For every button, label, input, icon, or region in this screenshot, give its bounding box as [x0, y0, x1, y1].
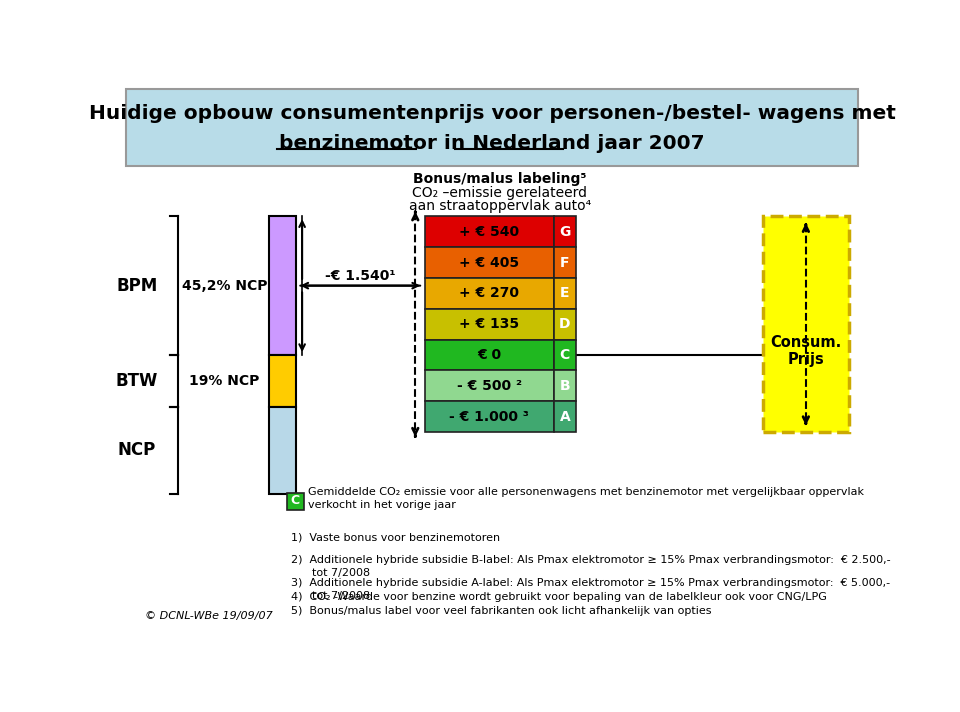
Text: benzinemotor in Nederland jaar 2007: benzinemotor in Nederland jaar 2007 — [279, 134, 705, 152]
Text: BTW: BTW — [116, 372, 158, 389]
FancyBboxPatch shape — [424, 278, 554, 309]
FancyBboxPatch shape — [424, 340, 554, 370]
Text: E: E — [560, 286, 569, 300]
FancyBboxPatch shape — [554, 370, 576, 401]
FancyBboxPatch shape — [287, 493, 303, 510]
Text: -€ 1.540¹: -€ 1.540¹ — [325, 269, 396, 283]
Text: + € 540: + € 540 — [459, 225, 519, 239]
Text: - € 1.000 ³: - € 1.000 ³ — [449, 409, 529, 424]
FancyBboxPatch shape — [424, 370, 554, 401]
Text: C: C — [560, 348, 570, 362]
Text: 1)  Vaste bonus voor benzinemotoren: 1) Vaste bonus voor benzinemotoren — [291, 532, 500, 542]
Text: 3)  Additionele hybride subsidie A-label: Als Pmax elektromotor ≥ 15% Pmax verbr: 3) Additionele hybride subsidie A-label:… — [291, 578, 891, 602]
Text: € 0: € 0 — [477, 348, 501, 362]
Text: 2)  Additionele hybride subsidie B-label: Als Pmax elektromotor ≥ 15% Pmax verbr: 2) Additionele hybride subsidie B-label:… — [291, 555, 891, 578]
Text: C: C — [291, 494, 300, 507]
Text: + € 270: + € 270 — [459, 286, 519, 300]
Text: D: D — [559, 317, 570, 331]
Text: © DCNL-WBe 19/09/07: © DCNL-WBe 19/09/07 — [145, 612, 273, 622]
FancyBboxPatch shape — [424, 401, 554, 432]
Text: 5)  Bonus/malus label voor veel fabrikanten ook licht afhankelijk van opties: 5) Bonus/malus label voor veel fabrikant… — [291, 606, 711, 616]
FancyBboxPatch shape — [126, 89, 858, 167]
Text: - € 500 ²: - € 500 ² — [457, 379, 522, 393]
FancyBboxPatch shape — [269, 216, 296, 355]
Text: NCP: NCP — [118, 441, 156, 459]
FancyBboxPatch shape — [424, 247, 554, 278]
FancyBboxPatch shape — [269, 355, 296, 407]
FancyBboxPatch shape — [554, 340, 576, 370]
FancyBboxPatch shape — [554, 278, 576, 309]
Text: + € 405: + € 405 — [459, 256, 519, 270]
Text: 4)  CO₂ -Waarde voor benzine wordt gebruikt voor bepaling van de labelkleur ook : 4) CO₂ -Waarde voor benzine wordt gebrui… — [291, 592, 828, 602]
Text: 45,2% NCP: 45,2% NCP — [181, 278, 268, 293]
FancyBboxPatch shape — [269, 407, 296, 493]
Text: Consum.
Prijs: Consum. Prijs — [770, 335, 842, 367]
FancyBboxPatch shape — [424, 216, 554, 247]
Text: + € 135: + € 135 — [459, 317, 519, 331]
FancyBboxPatch shape — [554, 309, 576, 340]
FancyBboxPatch shape — [554, 401, 576, 432]
Text: G: G — [559, 225, 570, 239]
Text: 19% NCP: 19% NCP — [189, 374, 260, 388]
Text: aan straatoppervlak auto⁴: aan straatoppervlak auto⁴ — [409, 199, 590, 214]
Text: F: F — [560, 256, 569, 270]
FancyBboxPatch shape — [424, 309, 554, 340]
Text: BPM: BPM — [116, 277, 157, 295]
FancyBboxPatch shape — [554, 247, 576, 278]
FancyBboxPatch shape — [554, 216, 576, 247]
Text: B: B — [560, 379, 570, 393]
Text: Bonus/malus labeling⁵: Bonus/malus labeling⁵ — [413, 172, 587, 187]
Text: A: A — [560, 409, 570, 424]
Text: Gemiddelde CO₂ emissie voor alle personenwagens met benzinemotor met vergelijkba: Gemiddelde CO₂ emissie voor alle persone… — [308, 486, 864, 510]
Text: CO₂ –emissie gerelateerd: CO₂ –emissie gerelateerd — [412, 187, 588, 200]
Text: Huidige opbouw consumentenprijs voor personen-/bestel- wagens met: Huidige opbouw consumentenprijs voor per… — [88, 105, 896, 123]
FancyBboxPatch shape — [763, 216, 849, 432]
